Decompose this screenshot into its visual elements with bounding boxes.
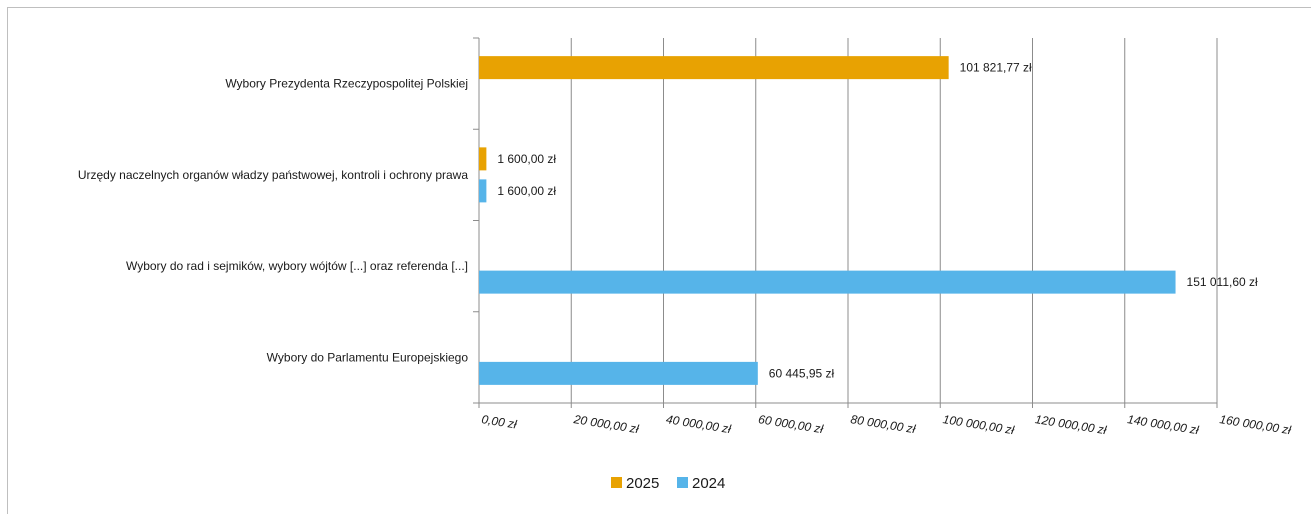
legend-label: 2024 xyxy=(692,475,725,492)
data-label: 151 011,60 zł xyxy=(1187,275,1259,289)
chart-frame xyxy=(7,7,1311,514)
bar-2024 xyxy=(479,361,758,385)
x-tick-label: 160 000,00 zł xyxy=(1219,412,1293,437)
x-tick-label: 140 000,00 zł xyxy=(1126,412,1200,437)
legend-label: 2025 xyxy=(626,475,659,492)
x-tick-label: 0,00 zł xyxy=(481,412,518,431)
x-tick-label: 100 000,00 zł xyxy=(942,412,1016,437)
bar-2025 xyxy=(479,147,487,171)
legend-swatch-2024 xyxy=(677,477,688,488)
data-label: 60 445,95 zł xyxy=(769,366,835,380)
data-label: 1 600,00 zł xyxy=(497,152,556,166)
category-label: Wybory Prezydenta Rzeczypospolitej Polsk… xyxy=(225,77,468,91)
legend-swatch-2025 xyxy=(611,477,622,488)
x-tick-label: 40 000,00 zł xyxy=(665,412,732,436)
x-tick-label: 20 000,00 zł xyxy=(572,412,640,436)
bar-2025 xyxy=(479,56,949,80)
data-label: 101 821,77 zł xyxy=(960,61,1032,75)
bar-2024 xyxy=(479,270,1176,294)
data-label: 1 600,00 zł xyxy=(497,184,556,198)
category-label: Urzędy naczelnych organów władzy państwo… xyxy=(78,168,469,182)
category-label: Wybory do Parlamentu Europejskiego xyxy=(267,350,469,364)
x-tick-label: 120 000,00 zł xyxy=(1034,412,1108,437)
bar-2024 xyxy=(479,179,487,203)
x-tick-label: 60 000,00 zł xyxy=(757,412,824,436)
x-tick-label: 80 000,00 zł xyxy=(850,412,917,436)
category-label: Wybory do rad i sejmików, wybory wójtów … xyxy=(126,259,468,273)
